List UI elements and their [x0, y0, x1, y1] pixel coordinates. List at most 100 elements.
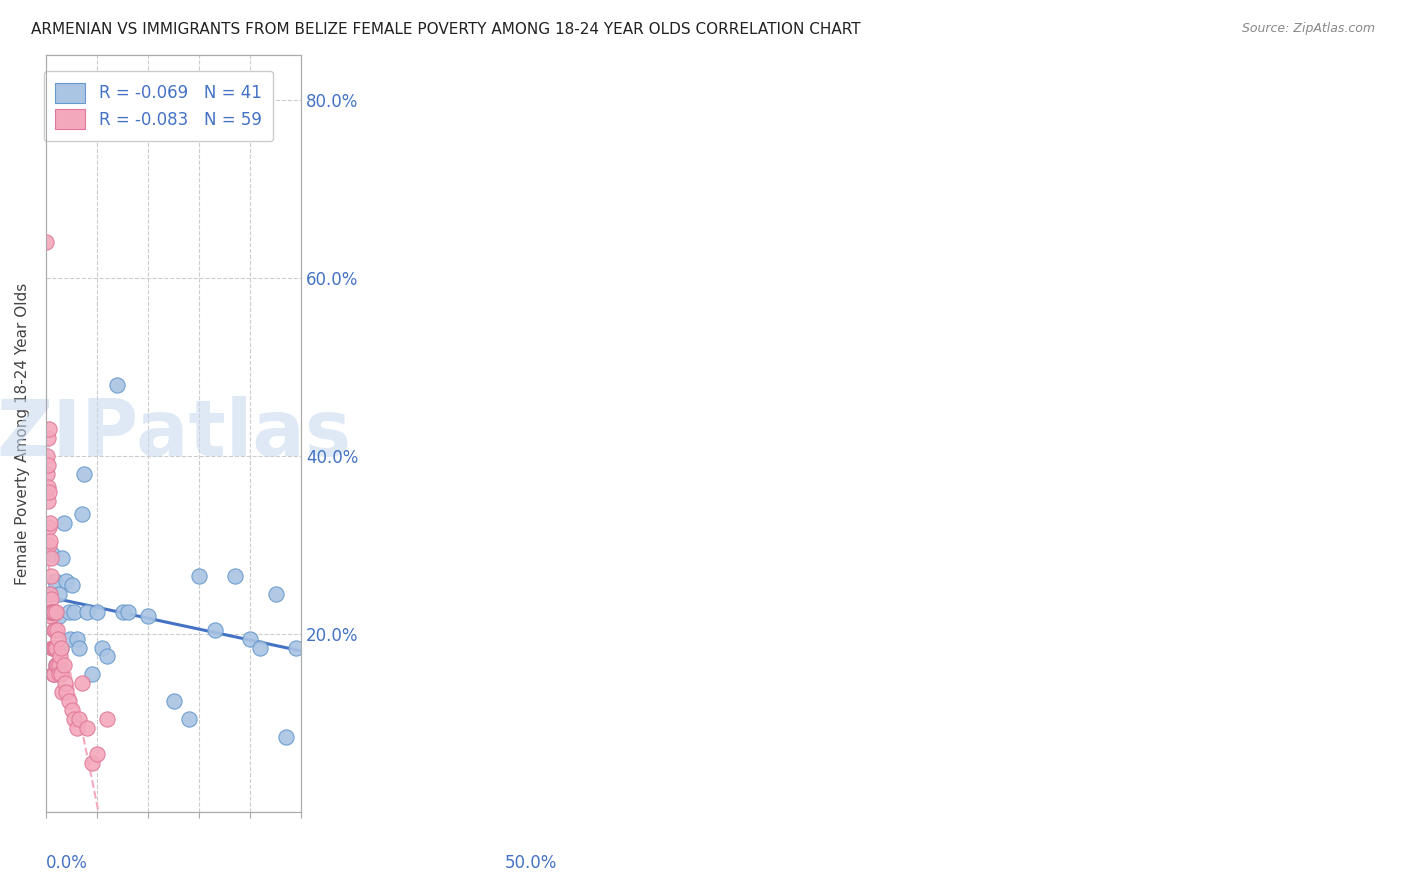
Point [163, 694, 186, 708]
Point [59, 632, 82, 646]
Point [44, 605, 66, 619]
Point [39, 605, 62, 619]
Point [107, 377, 129, 392]
Point [55, 574, 77, 588]
Point [37, 493, 59, 508]
Point [76, 721, 98, 735]
Point [96, 649, 118, 664]
Point [45, 658, 67, 673]
Point [42, 667, 65, 681]
Point [224, 569, 246, 583]
Point [60, 578, 83, 592]
Point [49, 649, 72, 664]
Point [45, 658, 67, 673]
Point [39, 569, 62, 583]
Point [44, 640, 66, 655]
Point [38, 533, 60, 548]
Point [55, 685, 77, 699]
Point [86, 605, 108, 619]
Point [63, 712, 86, 726]
Point [48, 609, 70, 624]
Point [52, 658, 75, 673]
Point [42, 623, 65, 637]
Point [42, 640, 65, 655]
Point [45, 605, 67, 619]
Point [73, 467, 96, 481]
Point [38, 587, 60, 601]
Point [58, 694, 80, 708]
Point [91, 640, 114, 655]
Point [44, 574, 66, 588]
Point [38, 605, 60, 619]
Point [111, 605, 134, 619]
Point [41, 605, 63, 619]
Point [38, 484, 60, 499]
Point [37, 458, 59, 472]
Point [51, 667, 73, 681]
Point [38, 538, 60, 552]
Point [52, 516, 75, 530]
Point [51, 640, 73, 655]
Text: 0.0%: 0.0% [46, 854, 87, 872]
Point [44, 605, 66, 619]
Y-axis label: Female Poverty Among 18-24 Year Olds: Female Poverty Among 18-24 Year Olds [15, 283, 30, 585]
Point [188, 569, 211, 583]
Point [67, 640, 90, 655]
Point [65, 721, 87, 735]
Point [41, 605, 63, 619]
Point [42, 667, 65, 681]
Point [46, 640, 69, 655]
Point [177, 712, 200, 726]
Point [76, 605, 98, 619]
Point [48, 587, 70, 601]
Point [39, 551, 62, 566]
Point [45, 658, 67, 673]
Point [41, 547, 63, 561]
Point [51, 685, 73, 699]
Point [39, 516, 62, 530]
Point [285, 640, 308, 655]
Point [70, 676, 93, 690]
Point [48, 658, 70, 673]
Point [41, 605, 63, 619]
Point [96, 712, 118, 726]
Point [264, 587, 287, 601]
Point [37, 480, 59, 494]
Point [136, 609, 159, 624]
Point [65, 632, 87, 646]
Point [51, 551, 73, 566]
Point [249, 640, 271, 655]
Point [86, 747, 108, 762]
Point [204, 623, 226, 637]
Text: Source: ZipAtlas.com: Source: ZipAtlas.com [1241, 22, 1375, 36]
Point [63, 605, 86, 619]
Point [55, 676, 77, 690]
Point [37, 431, 59, 445]
Point [35, 467, 58, 481]
Point [41, 640, 63, 655]
Point [38, 520, 60, 534]
Point [39, 609, 62, 624]
Point [48, 667, 70, 681]
Point [38, 605, 60, 619]
Point [35, 449, 58, 463]
Point [39, 587, 62, 601]
Point [117, 605, 139, 619]
Point [239, 632, 262, 646]
Point [58, 605, 80, 619]
Point [60, 703, 83, 717]
Point [46, 632, 69, 646]
Point [41, 640, 63, 655]
Point [39, 591, 62, 606]
Point [39, 605, 62, 619]
Point [35, 235, 58, 250]
Point [44, 667, 66, 681]
Point [67, 712, 90, 726]
Point [80, 756, 103, 771]
Point [80, 667, 103, 681]
Point [42, 605, 65, 619]
Point [38, 422, 60, 436]
Text: ZIPatlas: ZIPatlas [0, 396, 352, 472]
Point [46, 623, 69, 637]
Point [70, 507, 93, 521]
